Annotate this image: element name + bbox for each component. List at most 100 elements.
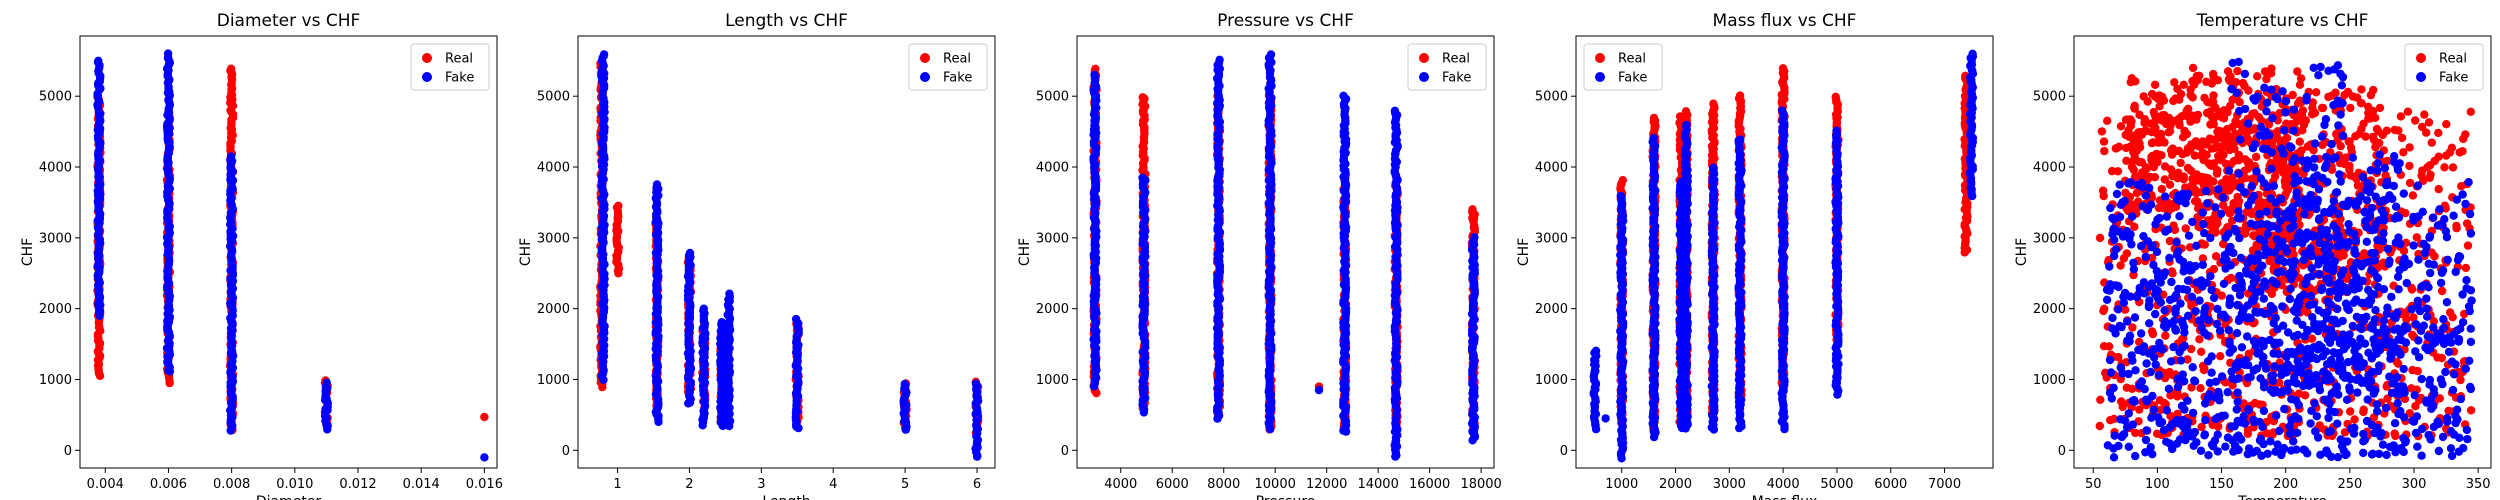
data-point bbox=[163, 49, 173, 58]
data-point bbox=[1709, 99, 1718, 108]
scatter-points bbox=[596, 50, 983, 461]
legend-marker bbox=[422, 72, 432, 82]
scatter-points bbox=[1089, 50, 1480, 461]
x-tick-label: 0.010 bbox=[276, 477, 313, 492]
x-tick-label: 0.012 bbox=[339, 477, 376, 492]
x-tick-label: 6000 bbox=[1156, 477, 1189, 492]
legend: Real Fake bbox=[1407, 43, 1487, 91]
legend-label: Real bbox=[1442, 52, 1470, 67]
data-point bbox=[791, 314, 801, 324]
data-point bbox=[1138, 93, 1147, 102]
y-axis-label: CHF bbox=[518, 238, 534, 266]
y-tick-label: 2000 bbox=[39, 302, 72, 317]
data-point bbox=[1778, 64, 1788, 73]
data-point bbox=[1468, 205, 1477, 214]
x-tick-label: 0.004 bbox=[87, 477, 124, 492]
scatter-points bbox=[93, 49, 489, 462]
x-axis-label: Length bbox=[762, 494, 810, 500]
chart-title: Diameter vs CHF bbox=[217, 11, 361, 31]
data-point bbox=[1470, 233, 1479, 242]
x-tick-label: 1 bbox=[613, 477, 621, 492]
data-point bbox=[1215, 55, 1224, 64]
data-point bbox=[322, 378, 331, 387]
series-fake bbox=[597, 50, 983, 461]
x-tick-label: 6 bbox=[973, 477, 981, 492]
data-point bbox=[971, 379, 981, 388]
x-tick-label: 0.006 bbox=[150, 477, 187, 492]
chart-panel-4: 1000 2000 3000 4000 5000 6000 7000010002000300… bbox=[1516, 11, 1994, 500]
x-tick-label: 2 bbox=[685, 477, 693, 492]
x-tick-label: 0.016 bbox=[466, 477, 503, 492]
series-fake bbox=[1589, 49, 1978, 463]
data-point bbox=[480, 412, 489, 422]
x-tick-label: 4000 bbox=[1104, 477, 1137, 492]
y-tick-label: 2000 bbox=[537, 302, 570, 317]
y-tick-label: 3000 bbox=[537, 231, 570, 246]
data-point bbox=[900, 379, 909, 389]
series-real bbox=[93, 64, 489, 435]
y-axis-label: CHF bbox=[20, 238, 36, 266]
data-point bbox=[685, 248, 695, 258]
chart-title: Pressure vs CHF bbox=[1217, 11, 1354, 31]
data-point bbox=[226, 152, 236, 161]
y-tick-label: 5000 bbox=[1036, 90, 1069, 105]
y-tick-label: 3000 bbox=[1036, 231, 1069, 246]
y-tick-label: 4000 bbox=[537, 161, 570, 176]
data-point bbox=[1390, 106, 1400, 116]
legend-label: Fake bbox=[1442, 71, 1471, 86]
data-point bbox=[1266, 50, 1276, 59]
data-point bbox=[1339, 91, 1348, 101]
legend-marker bbox=[920, 53, 930, 63]
data-point bbox=[226, 64, 236, 73]
x-tick-label: 10000 bbox=[1255, 477, 1296, 492]
data-point bbox=[725, 289, 734, 298]
plot-area bbox=[577, 35, 996, 469]
x-tick-label: 5 bbox=[901, 477, 909, 492]
scatter-points bbox=[1589, 49, 1978, 463]
data-point bbox=[652, 180, 662, 189]
y-tick-label: 1000 bbox=[39, 373, 72, 388]
x-tick-label: 8000 bbox=[1207, 477, 1240, 492]
x-axis-label: Pressure bbox=[1256, 494, 1316, 500]
chart-panel-3: 4000 6000 8000 10000 12000 14000 16000 18000010… bbox=[1017, 11, 1502, 500]
legend-label: Real bbox=[445, 52, 473, 67]
x-axis-label: Diameter bbox=[256, 494, 322, 500]
x-tick-label: 4 bbox=[829, 477, 837, 492]
data-point bbox=[599, 50, 609, 59]
legend-marker bbox=[422, 53, 432, 63]
legend-marker bbox=[920, 72, 930, 82]
plot-area bbox=[79, 35, 498, 469]
legend-label: Fake bbox=[445, 71, 474, 86]
legend-marker bbox=[1419, 72, 1429, 82]
y-tick-label: 1000 bbox=[1036, 373, 1069, 388]
series-fake bbox=[93, 49, 489, 462]
chart-title: Length vs CHF bbox=[725, 11, 848, 31]
data-point bbox=[1090, 70, 1099, 80]
y-tick-label: 0 bbox=[1061, 444, 1069, 459]
chart-panel-2: 123456010002000300040005000LengthCHFLeng… bbox=[518, 11, 996, 500]
y-tick-label: 1000 bbox=[537, 373, 570, 388]
x-tick-label: 0.008 bbox=[213, 477, 250, 492]
legend-label: Real bbox=[943, 52, 971, 67]
y-tick-label: 4000 bbox=[39, 161, 72, 176]
plot-area bbox=[1076, 35, 1495, 469]
y-tick-label: 5000 bbox=[39, 90, 72, 105]
legend: Real Fake bbox=[410, 43, 490, 91]
data-point bbox=[717, 318, 726, 327]
y-tick-label: 3000 bbox=[39, 231, 72, 246]
data-point bbox=[94, 56, 103, 65]
x-tick-label: 12000 bbox=[1306, 477, 1347, 492]
data-point bbox=[1831, 92, 1840, 102]
x-tick-label: 16000 bbox=[1409, 477, 1450, 492]
data-point bbox=[1649, 133, 1658, 143]
x-tick-label: 3 bbox=[757, 477, 765, 492]
y-tick-label: 0 bbox=[64, 444, 72, 459]
y-axis-label: CHF bbox=[1017, 238, 1033, 266]
y-tick-label: 0 bbox=[562, 444, 570, 459]
data-point bbox=[1616, 191, 1625, 201]
series-real bbox=[1616, 64, 1972, 434]
x-tick-label: 14000 bbox=[1357, 477, 1398, 492]
data-point bbox=[1591, 346, 1601, 355]
